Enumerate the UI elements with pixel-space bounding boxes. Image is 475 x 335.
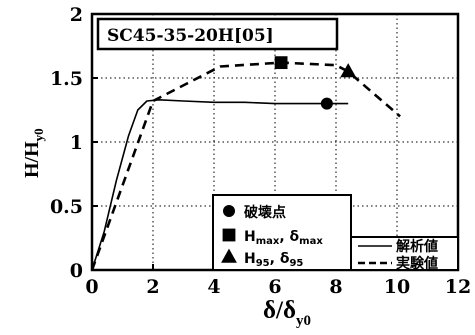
- x-tick-label: 6: [268, 276, 281, 298]
- y-axis-label: H/Hy0: [21, 128, 46, 178]
- chart-title-box: SC45-35-20H[05]: [96, 17, 339, 51]
- marker-layer: [274, 56, 357, 110]
- y-tick-label: 0: [70, 260, 83, 282]
- legend-label: H95, δ95: [244, 251, 303, 269]
- marker-triangle: [340, 63, 357, 78]
- x-axis-label: δ/δy0: [263, 297, 311, 329]
- chart-title: SC45-35-20H[05]: [107, 26, 274, 46]
- x-tick-label: 12: [445, 276, 471, 298]
- marker-circle: [223, 205, 235, 217]
- marker-circle: [320, 97, 333, 110]
- y-tick-label: 2: [70, 4, 83, 26]
- y-tick-label: 1: [70, 132, 83, 154]
- tick-layer: 0 2 4 6 8 10 12 0 0.5 1 1.5 2: [50, 4, 471, 298]
- y-tick-label: 0.5: [50, 196, 83, 218]
- legend-line-label: 実験値: [396, 255, 438, 272]
- x-tick-label: 2: [146, 276, 159, 298]
- series-line-analysis: [91, 99, 349, 271]
- legend-label: 破壊点: [244, 204, 286, 221]
- y-tick-label: 1.5: [50, 68, 83, 90]
- legend-markers-box: [212, 194, 352, 271]
- marker-square: [222, 228, 236, 242]
- x-tick-label: 0: [85, 276, 98, 298]
- x-tick-label: 8: [329, 276, 342, 298]
- legend-line-label: 解析値: [396, 238, 438, 255]
- legend-label: Hmax, δmax: [244, 229, 323, 247]
- marker-square: [274, 56, 288, 70]
- marker-triangle: [221, 248, 237, 263]
- legend-lines-box: [350, 236, 459, 271]
- x-tick-label: 10: [384, 276, 410, 298]
- x-tick-label: 4: [207, 276, 220, 298]
